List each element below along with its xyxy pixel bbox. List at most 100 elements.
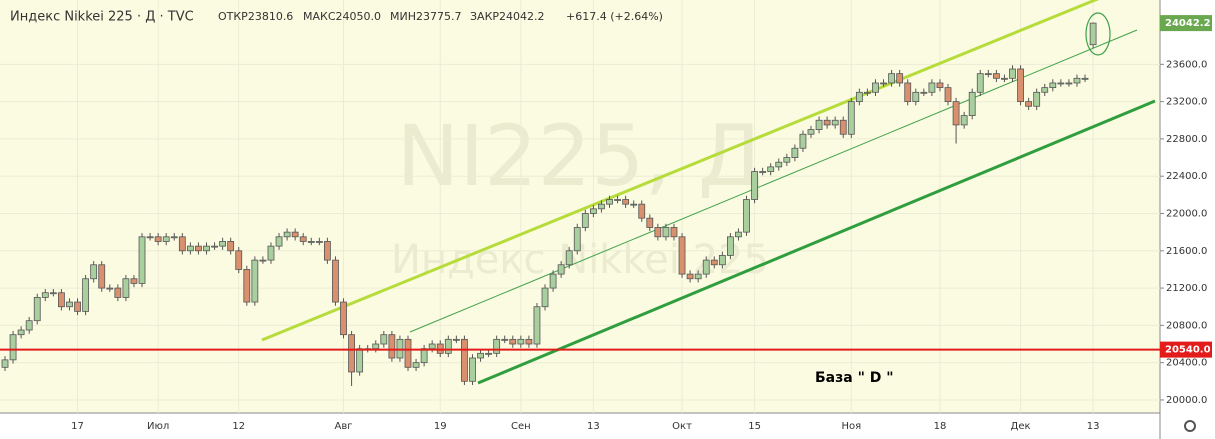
candle-body (178, 236, 186, 252)
candle-body (670, 227, 678, 238)
candle-body (767, 166, 775, 172)
x-tick-label: 13 (1087, 421, 1100, 432)
stat: ЗАКР24042.2 (470, 10, 545, 23)
candle-body (122, 278, 130, 298)
candle-body (154, 236, 162, 242)
candle-body (565, 250, 573, 266)
candle-body (799, 133, 807, 149)
candle-body (299, 236, 307, 242)
candle-body (1017, 68, 1024, 103)
price-label: 20540.0 (1165, 345, 1211, 356)
y-tick-label: 20800.0 (1166, 320, 1207, 331)
y-tick-label: 21600.0 (1166, 246, 1207, 257)
stat: МАКС24050.0 (303, 10, 381, 23)
y-tick-label: 22000.0 (1166, 208, 1207, 219)
candle-body (1081, 77, 1089, 80)
candle-body (469, 357, 476, 382)
watermark: NI225, Д (397, 107, 764, 205)
candle-body (864, 91, 871, 94)
x-tick-label: 19 (434, 421, 447, 432)
annotation: База " D " (815, 370, 894, 386)
candle-body (74, 301, 81, 312)
candle-body (823, 119, 831, 126)
candle-body (960, 115, 968, 126)
stat: ОТКР23810.6 (218, 10, 293, 23)
candle-body (493, 338, 501, 354)
candle-body (735, 231, 742, 238)
candle-body (839, 119, 847, 135)
candle-body (847, 101, 855, 135)
axis-background (0, 413, 1160, 439)
candle-body (33, 296, 41, 322)
candle-body (170, 236, 178, 239)
candle-body (573, 227, 581, 252)
candle-body (98, 264, 106, 289)
candle-body (444, 338, 452, 354)
candle-body (323, 241, 331, 261)
candle-body (686, 273, 694, 280)
candle-body (291, 231, 299, 238)
candle-body (791, 147, 799, 158)
candle-body (235, 250, 243, 270)
candle-body (952, 101, 960, 126)
candle-body (662, 227, 670, 238)
candle-body (1001, 77, 1008, 80)
candle-body (315, 241, 323, 243)
candle-body (195, 245, 202, 252)
candle-body (404, 338, 412, 368)
candle-body (912, 91, 920, 103)
plot-background (0, 0, 1160, 413)
candle-body (775, 161, 783, 168)
trend-line (261, 0, 1100, 342)
candle-body (920, 91, 928, 94)
candle-body (1025, 101, 1033, 107)
candle-body (219, 241, 227, 247)
candle-body (9, 334, 17, 361)
candle-body (751, 171, 758, 200)
candle-body (1089, 22, 1097, 46)
x-tick-label: Сен (511, 421, 531, 432)
candle-body (638, 203, 646, 219)
candle-body (138, 236, 146, 284)
candle-body (348, 334, 355, 373)
candle-body (25, 320, 33, 331)
candle-body (968, 91, 976, 117)
candle-body (888, 73, 895, 84)
candle-body (694, 273, 702, 280)
candle-body (267, 245, 275, 261)
candle-body (678, 236, 686, 275)
x-tick-label: Дек (1011, 421, 1031, 432)
stat: МИН23775.7 (390, 10, 461, 23)
candle-body (275, 236, 283, 247)
candle-body (49, 292, 57, 295)
candle-body (356, 348, 364, 373)
candle-body (896, 73, 904, 84)
x-tick-label: 15 (748, 421, 761, 432)
candle-body (203, 245, 210, 252)
candle-body (251, 259, 259, 303)
candle-body (855, 91, 863, 103)
candle-body (517, 338, 525, 345)
candle-body (807, 129, 815, 135)
candle-body (992, 73, 1000, 79)
candle-body (1, 359, 9, 368)
candle-body (146, 236, 154, 239)
candle-body (783, 157, 791, 163)
candle-body (283, 231, 291, 238)
candle-body (58, 292, 65, 308)
candle-body (589, 208, 597, 214)
candle-body (581, 213, 589, 228)
candle-body (452, 338, 460, 341)
price-label: 24042.2 (1165, 18, 1211, 29)
candle-body (227, 241, 235, 252)
y-tick-label: 22800.0 (1166, 134, 1207, 145)
candle-body (533, 306, 541, 345)
candle-body (614, 199, 621, 201)
candle-body (984, 73, 992, 76)
x-tick-label: Авг (335, 421, 353, 432)
candle-body (509, 338, 517, 345)
candle-body (461, 338, 468, 382)
settings-icon[interactable] (1184, 420, 1196, 432)
